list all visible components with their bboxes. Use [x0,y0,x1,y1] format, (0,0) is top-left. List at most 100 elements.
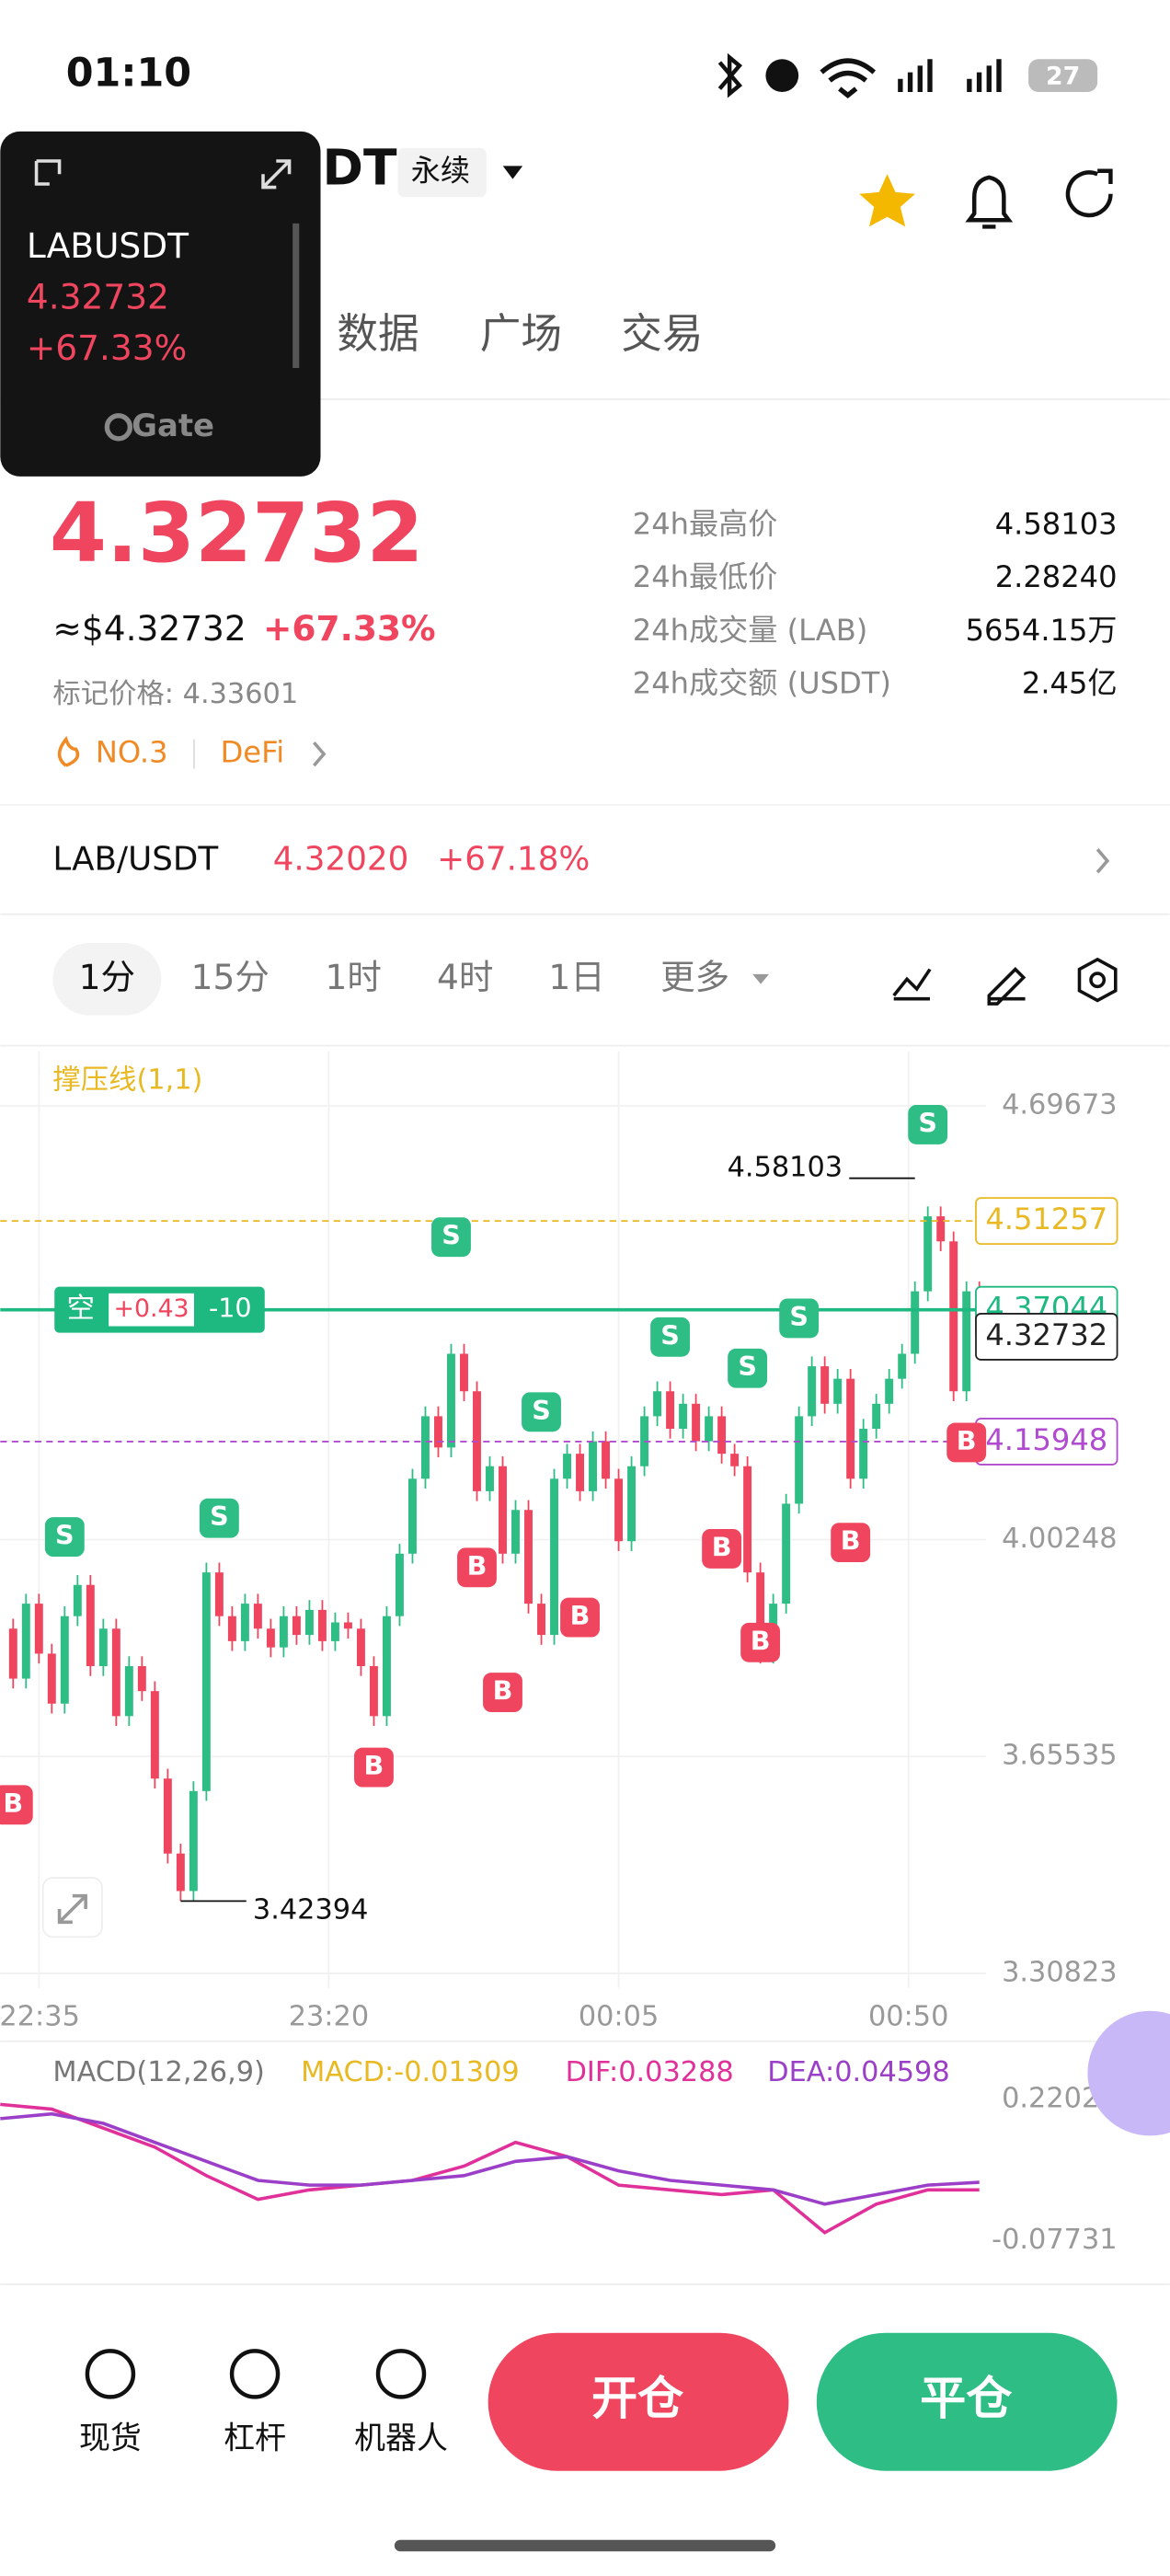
nav-label[interactable]: 机器人 [354,2420,448,2455]
y-tick-label: 3.65535 [1002,1740,1117,1772]
trade-marker [483,1673,522,1713]
candle [21,1604,30,1679]
interval-tab[interactable]: 1日 [548,957,604,997]
dropdown-arrow[interactable] [502,166,523,179]
trade-marker-label: S [660,1319,680,1351]
nav-icon[interactable] [375,2349,427,2399]
candle [859,1428,868,1479]
indicator-icon[interactable] [892,968,932,1001]
candle [885,1378,894,1404]
spot-change: +67.18% [437,841,590,879]
bell-icon[interactable] [965,175,1014,229]
x-tick-label: 00:05 [579,2000,659,2032]
dropdown-arrow[interactable] [752,973,769,984]
floating-window[interactable] [0,131,321,477]
overlay-change: +67.33% [27,328,187,368]
trade-marker [560,1597,600,1638]
trade-marker [740,1622,781,1662]
overlay-scroll [292,223,300,368]
overlay-logo [104,413,133,442]
candle [666,1391,675,1429]
close-btn[interactable] [816,2332,1118,2471]
nav-icon[interactable] [229,2349,281,2399]
interval-tab[interactable]: 更多 [660,957,729,997]
battery [1028,59,1098,92]
candle [98,1628,108,1667]
rank-tag: NO.3 [96,735,168,770]
candle [137,1666,146,1692]
x-tick-label: 22:35 [0,2000,80,2032]
trade-marker-label: S [789,1301,809,1332]
chevron[interactable] [1095,848,1110,874]
candle [73,1584,82,1616]
open-btn[interactable] [488,2332,789,2471]
trade-marker-label: B [467,1550,488,1581]
candle [86,1584,95,1667]
tab: 交易 [621,310,703,358]
trade-marker-label: S [55,1520,75,1551]
candle [356,1628,365,1667]
candle [343,1622,352,1629]
chevron[interactable] [313,741,327,767]
price-change: +67.33% [263,608,436,649]
candle [589,1441,598,1491]
candle [563,1454,571,1479]
nav-label[interactable]: 现货 [79,2420,142,2455]
candle [240,1604,249,1641]
interval-tab[interactable]: 4时 [437,957,493,997]
candle [679,1403,688,1429]
trade-marker [354,1747,394,1788]
draw-icon[interactable] [987,967,1027,1006]
trade-marker [0,1785,33,1825]
candle [936,1216,946,1242]
candle [576,1454,585,1491]
candle [923,1216,933,1292]
tab: 广场 [480,310,562,358]
open-label: 开仓 [591,2372,684,2425]
trade-marker [831,1523,871,1563]
candle [653,1391,662,1417]
candle [395,1553,404,1616]
home-indicator [394,2539,776,2552]
interval-active[interactable] [52,943,162,1016]
nav-label[interactable]: 杠杆 [224,2420,286,2455]
settings-dot [1089,972,1107,989]
candle [124,1666,133,1717]
candle [150,1691,159,1779]
share-icon[interactable] [1065,168,1113,218]
nav-icon[interactable] [85,2349,136,2399]
battery-level: 27 [1046,62,1080,90]
candle [447,1353,455,1448]
candle [730,1454,740,1466]
moon-icon [765,59,799,92]
close-label: 平仓 [920,2372,1013,2425]
trade-marker-label: B [841,1525,861,1557]
trade-marker-label: B [493,1675,513,1707]
interval-tab[interactable]: 1分 [79,957,135,997]
low-label: 3.42394 [253,1894,368,1926]
stat-label: 24h最高价 [633,506,778,541]
settings-icon[interactable] [1077,957,1118,1003]
y-tick-label: -0.07731 [992,2224,1117,2256]
candle [820,1366,830,1404]
mark-price: 标记价格: 4.33601 [52,678,298,710]
dea-value: DEA:0.04598 [767,2056,949,2088]
interval-tab[interactable]: 15分 [191,957,270,997]
y-tick-label: 4.69673 [1002,1089,1117,1121]
assistant-bubble[interactable] [1087,2010,1170,2136]
divider [0,2040,1170,2042]
signal-icon [898,59,1002,92]
macd-value: MACD:-0.01309 [301,2056,520,2088]
candle [911,1291,920,1354]
candle [111,1628,120,1717]
trade-marker-label: B [3,1788,23,1819]
trade-marker [522,1392,561,1432]
price-tag-label: 4.15948 [985,1422,1107,1457]
star-icon[interactable] [859,174,915,227]
interval-tab[interactable]: 1时 [326,957,382,997]
macd-line [0,2111,980,2206]
contract-badge[interactable] [397,147,487,198]
candle [705,1416,714,1442]
